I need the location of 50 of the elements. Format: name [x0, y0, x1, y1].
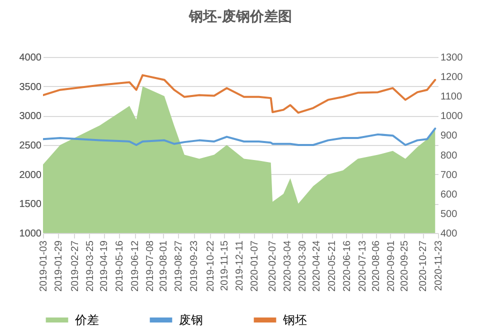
- x-tick-label: 2020-02-07: [267, 240, 278, 292]
- x-tick-label: 2019-05-16: [114, 240, 126, 292]
- y2-tick-label: 1000: [440, 111, 464, 122]
- y2-tick-label: 800: [440, 150, 458, 162]
- x-tick-label: 2019-12-11: [234, 240, 246, 291]
- line-series: [43, 128, 436, 146]
- x-tick-label: 2020-08-06: [371, 240, 382, 292]
- x-tick-label: 2019-01-29: [53, 240, 64, 292]
- x-tick-label: 2020-07-13: [357, 240, 368, 292]
- x-tick-label: 2019-09-23: [189, 240, 200, 292]
- y2-tick-label: 400: [440, 228, 458, 240]
- y2-tick-label: 1200: [440, 72, 464, 84]
- y2-tick-label: 1300: [440, 52, 464, 64]
- x-tick-label: 2020-10-27: [418, 240, 430, 292]
- y2-tick-label: 600: [440, 189, 458, 200]
- line-series: [43, 74, 436, 114]
- x-tick-label: 2020-04-24: [312, 240, 323, 292]
- x-tick-label: 2019-07-08: [144, 240, 156, 292]
- y-tick-label: 3500: [19, 82, 42, 93]
- x-tick-label: 2020-11-23: [434, 240, 444, 291]
- x-tick-label: 2020-09-25: [400, 240, 411, 292]
- chart-title: 钢坯-废钢价差图: [188, 8, 292, 24]
- x-tick-label: 2019-06-12: [130, 240, 142, 292]
- x-tick-label: 2019-04-19: [99, 240, 110, 292]
- y-tick-label: 4000: [19, 52, 42, 64]
- x-tick-label: 2019-10-22: [206, 240, 217, 292]
- x-tick-label: 2020-03-30: [297, 240, 308, 292]
- x-tick-label: 2020-01-07: [250, 240, 261, 292]
- x-tick-label: 2019-02-27: [70, 240, 81, 292]
- x-tick-label: 2020-09-01: [386, 240, 397, 292]
- y2-tick-label: 900: [440, 130, 458, 142]
- y-tick-label: 2500: [19, 140, 42, 152]
- legend-label: 钢坯: [282, 313, 307, 327]
- x-tick-label: 2020-06-16: [342, 240, 353, 292]
- y-tick-label: 1500: [19, 199, 42, 210]
- x-tick-label: 2019-08-01: [158, 240, 170, 292]
- legend-label: 价差: [74, 313, 99, 327]
- y-tick-label: 1000: [19, 228, 42, 240]
- legend-label: 废钢: [179, 313, 203, 327]
- x-tick-label: 2020-03-04: [282, 240, 294, 292]
- x-tick-label: 2019-03-25: [84, 240, 96, 292]
- y2-tick-label: 500: [440, 208, 458, 220]
- x-tick-label: 2020-05-21: [327, 240, 338, 292]
- y2-tick-label: 700: [440, 170, 458, 181]
- y2-tick-label: 1100: [440, 92, 462, 103]
- y-tick-label: 2000: [19, 170, 42, 181]
- x-tick-label: 2019-01-03: [38, 240, 50, 292]
- y-tick-label: 3000: [19, 111, 42, 122]
- x-tick-label: 2019-08-27: [174, 240, 185, 292]
- x-tick-label: 2019-11-15: [219, 240, 230, 291]
